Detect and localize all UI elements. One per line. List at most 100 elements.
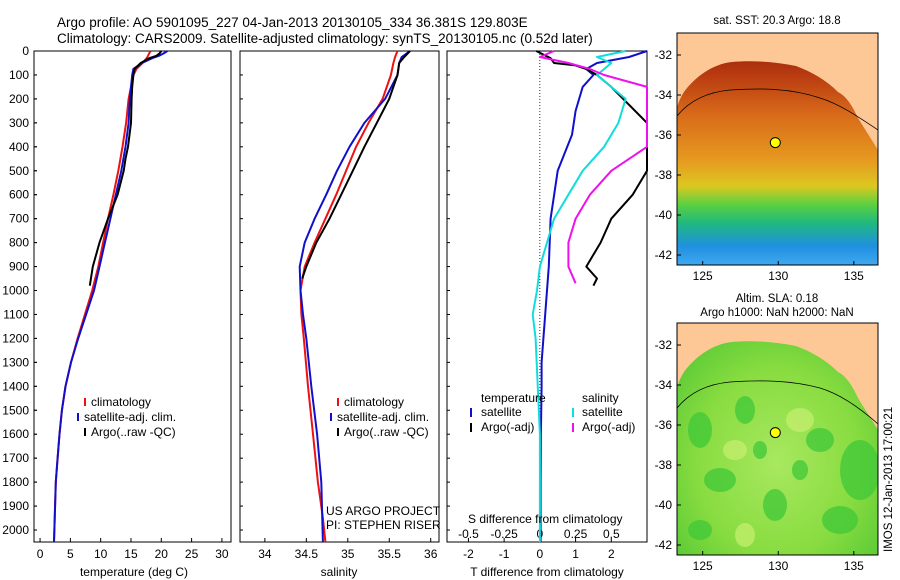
legend-label-argo: Argo(..raw -QC) [344,425,429,439]
depth-tick-label: 800 [9,236,29,250]
x-tick-label: 36 [424,547,438,561]
map-x-tick-label: 125 [693,269,713,283]
x-tick-label: 25 [185,547,199,561]
legend-label-climatology: climatology [344,395,404,409]
legend-label-s-argo: Argo(-adj) [582,420,635,434]
sst-map-land [677,33,878,150]
series-line-argo-adj [535,50,648,287]
s-tick-label: 0.5 [603,527,620,541]
x-tick-label: 0 [37,547,44,561]
sla-map-land [677,323,878,430]
depth-axis: 0 100 200 300 400 500 600 700 800 900 1000 1100 1200… [2,44,37,537]
map-x-tick-label: 135 [844,559,864,573]
sst-map-frame [676,32,879,266]
s-tick-label: -0.5 [458,527,479,541]
temperature-axis-label: temperature (deg C) [80,565,188,579]
map-y-tick-label: -40 [655,208,673,222]
x-tick-label: 35 [341,547,355,561]
salinity-panel: 34 34.5 35 35.5 36 [240,50,438,561]
map-y-tick-label: -36 [655,128,673,142]
salinity-panel-frame [239,50,440,543]
legend-label-argo: Argo(..raw -QC) [91,425,176,439]
depth-tick-label: 700 [9,212,29,226]
x-tick-label: 34.5 [295,547,319,561]
s-tick-label: 0.25 [564,527,588,541]
x-tick-label: 0 [537,547,544,561]
depth-tick-label: 1800 [2,475,29,489]
sla-map-frame [676,322,879,556]
t-difference-axis-label: T difference from climatology [470,565,624,579]
series-line-argo-adj [538,50,648,284]
legend-label-t-satellite: satellite [481,405,522,419]
depth-tick-label: 1400 [2,379,29,393]
legend-label-t-argo: Argo(-adj) [481,420,534,434]
series-line-satellite [531,50,627,542]
x-tick-label: 15 [124,547,138,561]
x-tick-label: 34 [258,547,272,561]
map-y-tick-label: -34 [655,88,673,102]
pi-credit: PI: STEPHEN RISER [326,518,441,532]
sla-map-contour [677,380,878,425]
series-line-satellite [539,50,648,542]
s-difference-label: S difference from climatology [468,512,623,526]
salinity-axis-label: salinity [321,565,358,579]
map-x-tick-label: 125 [693,559,713,573]
depth-tick-label: 0 [22,44,29,58]
x-tick-label: -2 [463,547,474,561]
depth-tick-label: 100 [9,68,29,82]
temperature-panel: 0 5 10 15 20 25 30 [34,50,229,561]
figure-title-line2: Climatology: CARS2009. Satellite-adjuste… [57,31,593,46]
x-tick-label: 35.5 [378,547,402,561]
sla-map [677,323,878,555]
legend-label-climatology: climatology [91,395,151,409]
depth-tick-label: 1100 [3,307,29,321]
sla-map-title-line2: Argo h1000: NaN h2000: NaN [700,307,853,319]
x-tick-label: -1 [499,547,510,561]
s-tick-label: -0.25 [490,527,518,541]
map-x-tick-label: 130 [768,269,788,283]
depth-tick-label: 300 [9,116,29,130]
sst-map-title: sat. SST: 20.3 Argo: 18.8 [713,15,840,27]
x-tick-label: 20 [155,547,169,561]
salinity-legend: climatology satellite-adj. clim. Argo(..… [330,395,429,439]
temperature-legend: climatology satellite-adj. clim. Argo(..… [77,395,176,439]
map-x-tick-label: 135 [844,269,864,283]
map-y-tick-label: -42 [655,538,673,552]
depth-tick-label: 1900 [2,499,29,513]
depth-tick-label: 500 [9,164,29,178]
map-y-tick-label: -34 [655,378,673,392]
map-y-tick-label: -40 [655,498,673,512]
legend-label-satellite: satellite-adj. clim. [84,410,176,424]
legend-title-salinity: salinity [582,391,619,405]
sst-map-axes: 125 130 135 -32 -34 -36 -38 -40 -42 [655,48,864,283]
depth-tick-label: 1000 [2,284,29,298]
depth-tick-label: 1600 [2,427,29,441]
x-tick-label: 1 [572,547,579,561]
series-line-climatology [299,50,399,543]
sst-map [677,33,878,265]
x-tick-label: 10 [94,547,108,561]
x-tick-label: 2 [608,547,615,561]
map-y-tick-label: -42 [655,248,673,262]
map-x-tick-label: 130 [768,559,788,573]
series-line-argo-raw-qc [88,50,163,286]
map-y-tick-label: -32 [655,48,673,62]
depth-tick-label: 2000 [2,523,29,537]
sla-map-axes: 125 130 135 -32 -34 -36 -38 -40 -42 [655,338,864,573]
depth-tick-label: 1700 [2,451,29,465]
sla-argo-location-marker [769,427,781,439]
x-tick-label: 5 [67,547,74,561]
map-y-tick-label: -32 [655,338,673,352]
difference-panel-frame [446,50,648,543]
difference-legend: temperature salinity satellite Argo(-adj… [470,391,635,434]
series-line-climatology [53,50,152,543]
legend-label-s-satellite: satellite [582,405,623,419]
sla-map-highs [723,408,814,547]
depth-tick-label: 400 [9,140,29,154]
temperature-panel-frame [33,50,232,543]
project-credit: US ARGO PROJECT [326,504,441,518]
imos-credit: IMOS 12-Jan-2013 17:00:21 [883,407,895,552]
sst-argo-location-marker [769,137,781,149]
depth-tick-label: 1200 [2,331,29,345]
